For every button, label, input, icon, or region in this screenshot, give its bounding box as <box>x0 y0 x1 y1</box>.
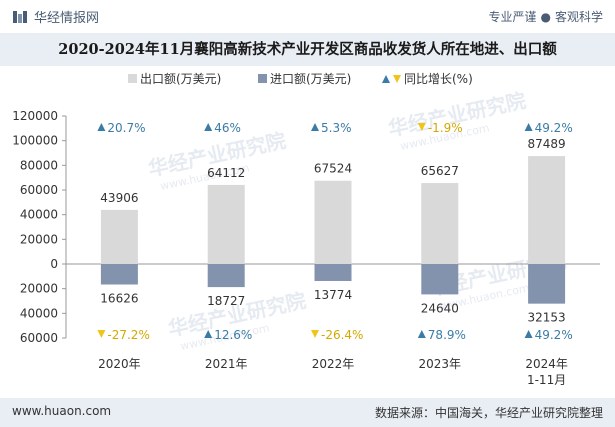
chart-title: 2020-2024年11月襄阳高新技术产业开发区商品收发货人所在地进、出口额 <box>58 41 557 58</box>
growth-down-triangle-icon <box>97 330 106 338</box>
import-bar <box>100 264 138 285</box>
import-growth-label: 49.2% <box>535 328 573 342</box>
import-value-label: 32153 <box>528 311 566 325</box>
export-value-label: 67524 <box>314 162 352 176</box>
legend-triangle-down-icon <box>393 75 401 83</box>
x-category-label: 2020年 <box>98 357 141 371</box>
import-value-label: 24640 <box>421 301 459 315</box>
import-growth-label: -27.2% <box>107 328 149 342</box>
x-category-label: 2022年 <box>312 357 355 371</box>
footer-url: www.huaon.com <box>12 404 112 418</box>
y-tick-label: 60000 <box>20 183 58 197</box>
tagline-professional: 专业严谨 <box>488 10 537 24</box>
growth-up-triangle-icon <box>311 123 319 131</box>
export-growth-label: 46% <box>214 121 241 135</box>
export-value-label: 65627 <box>421 164 459 178</box>
export-bar <box>314 180 352 264</box>
growth-down-triangle-icon <box>417 123 426 131</box>
import-growth-label: -26.4% <box>321 328 363 342</box>
growth-up-triangle-icon <box>97 123 106 131</box>
import-bar <box>421 264 459 295</box>
tagline-objective: 客观科学 <box>554 10 603 24</box>
export-growth-label: 5.3% <box>321 121 352 135</box>
import-value-label: 18727 <box>207 294 245 308</box>
y-tick-label: 40000 <box>20 208 58 222</box>
footer-bar: www.huaon.com 数据来源：中国海关，华经产业研究院整理 <box>0 398 615 427</box>
import-value-label: 13774 <box>314 288 352 302</box>
y-tick-label: 120000 <box>12 109 58 123</box>
footer-source: 数据来源：中国海关，华经产业研究院整理 <box>374 406 603 420</box>
tagline: 专业严谨 ● 客观科学 <box>488 8 603 25</box>
y-tick-label: 20000 <box>20 232 58 246</box>
export-bar <box>207 184 245 264</box>
tagline-separator: ● <box>540 10 551 24</box>
legend-label-export: 出口额(万美元) <box>140 72 221 86</box>
y-tick-label: 80000 <box>20 158 58 172</box>
legend-swatch-import <box>258 74 267 83</box>
export-growth-label: 20.7% <box>107 121 145 135</box>
import-value-label: 16626 <box>100 292 138 306</box>
y-tick-label: 60000 <box>20 331 58 345</box>
import-bar <box>528 264 566 304</box>
import-growth-label: 78.9% <box>428 328 466 342</box>
x-category-label: 1-11月 <box>527 373 566 387</box>
export-growth-label: -1.9% <box>428 121 463 135</box>
y-tick-label: 20000 <box>20 282 58 296</box>
import-bar <box>314 264 352 281</box>
growth-up-triangle-icon <box>524 123 533 131</box>
y-tick-label: 0 <box>50 257 58 271</box>
huajing-logo-icon <box>13 11 27 23</box>
export-value-label: 43906 <box>100 191 138 205</box>
export-bar <box>528 156 566 264</box>
export-bar <box>421 183 459 264</box>
export-growth-label: 49.2% <box>535 121 573 135</box>
growth-down-triangle-icon <box>311 330 319 338</box>
legend-label-import: 进口额(万美元) <box>270 72 351 86</box>
x-category-label: 2024年 <box>525 357 568 371</box>
growth-up-triangle-icon <box>204 330 213 338</box>
x-category-label: 2023年 <box>419 357 462 371</box>
x-category-label: 2021年 <box>205 357 248 371</box>
growth-up-triangle-icon <box>417 330 426 338</box>
top-bar: 华经情报网 专业严谨 ● 客观科学 <box>0 0 615 33</box>
growth-up-triangle-icon <box>524 330 533 338</box>
legend-label-growth: 同比增长(%) <box>404 72 473 86</box>
y-tick-label: 40000 <box>20 306 58 320</box>
title-bar: 2020-2024年11月襄阳高新技术产业开发区商品收发货人所在地进、出口额 <box>0 33 615 66</box>
export-bar <box>100 209 138 264</box>
import-bar <box>207 264 245 288</box>
legend-swatch-export <box>128 74 137 83</box>
growth-up-triangle-icon <box>204 123 213 131</box>
import-growth-label: 12.6% <box>214 328 252 342</box>
export-value-label: 87489 <box>528 137 566 151</box>
export-value-label: 64112 <box>207 166 245 180</box>
logo-text: 华经情报网 <box>34 11 100 26</box>
y-tick-label: 100000 <box>12 134 58 148</box>
chart-area: 华经产业研究院www.huaon.com华经产业研究院www.huaon.com… <box>12 72 600 387</box>
legend-triangle-up-icon <box>382 75 390 83</box>
